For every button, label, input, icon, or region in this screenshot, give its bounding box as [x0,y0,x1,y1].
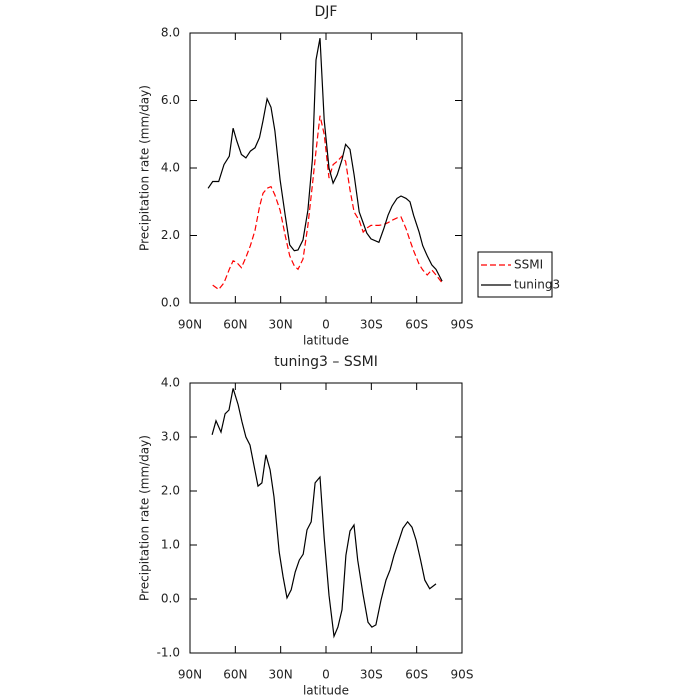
y-tick-label: 3.0 [161,430,180,444]
y-tick-label: 2.0 [161,228,180,242]
data-line [211,388,437,639]
x-tick-label: 30N [269,318,293,332]
y-tick-label: 0.0 [161,592,180,606]
x-tick-label: 60N [223,318,247,332]
x-tick-label: 90S [451,668,474,682]
data-line [212,115,443,291]
x-tick-label: 90N [178,318,202,332]
x-tick-label: 90N [178,668,202,682]
y-axis-label: Precipitation rate (mm/day) [138,85,152,251]
x-tick-label: 0 [322,318,330,332]
x-tick-label: 60N [223,668,247,682]
x-tick-label: 60S [405,318,428,332]
y-tick-label: 8.0 [161,26,180,40]
y-tick-label: -1.0 [157,646,180,660]
chart-title: DJF [315,4,338,20]
legend-box [477,251,553,298]
chart-title: tuning3 – SSMI [274,354,378,370]
y-tick-label: 4.0 [161,161,180,175]
plot-frame [189,382,463,654]
y-axis-label: Precipitation rate (mm/day) [138,435,152,601]
y-tick-label: 6.0 [161,93,180,107]
y-tick-label: 2.0 [161,484,180,498]
x-axis-label: latitude [303,684,349,698]
y-tick-label: 1.0 [161,538,180,552]
plot-frame [189,32,463,304]
x-tick-label: 30S [360,318,383,332]
legend-label: tuning3 [514,278,560,292]
x-tick-label: 60S [405,668,428,682]
x-tick-label: 30S [360,668,383,682]
x-axis-label: latitude [303,334,349,348]
y-tick-label: 0.0 [161,296,180,310]
data-line [207,37,443,282]
x-tick-label: 90S [451,318,474,332]
x-tick-label: 0 [322,668,330,682]
x-tick-label: 30N [269,668,293,682]
y-tick-label: 4.0 [161,376,180,390]
legend-label: SSMI [514,258,543,272]
